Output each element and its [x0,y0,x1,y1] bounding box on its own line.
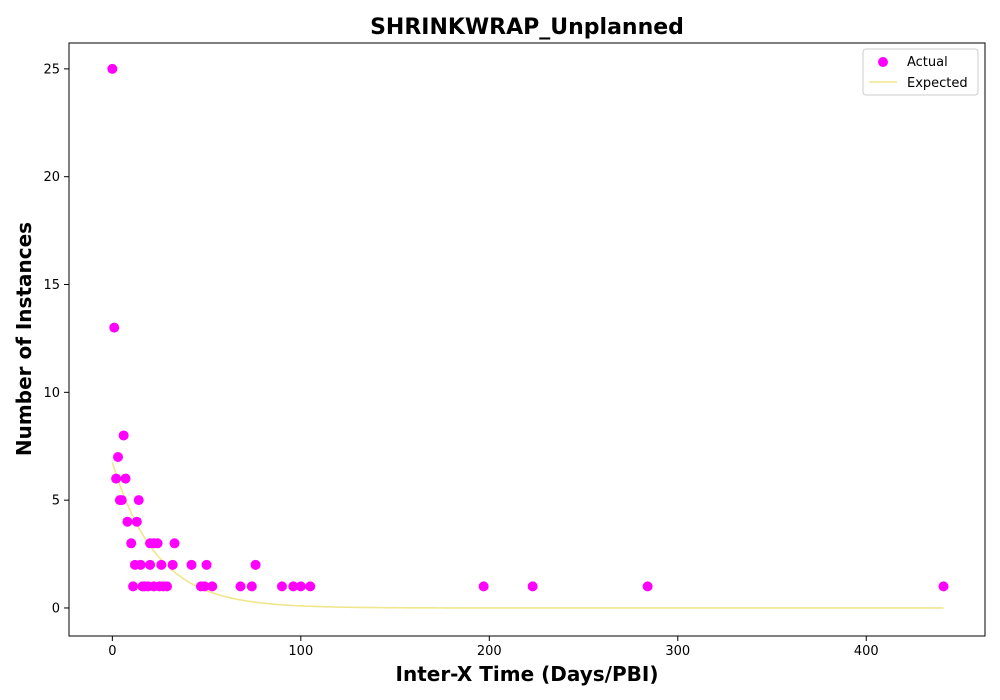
data-point [122,516,133,527]
legend-label-actual: Actual [907,55,948,70]
data-point [527,581,538,592]
data-point [120,473,131,484]
data-point [118,430,129,441]
y-tick-label: 5 [52,494,60,509]
y-tick-label: 25 [43,62,60,77]
data-point [113,452,123,463]
data-point [131,516,142,527]
data-point [186,559,197,570]
data-point [276,581,287,592]
y-axis-ticks: 0 5 10 15 20 25 [43,62,69,616]
plot-frame [68,42,986,637]
data-point [305,581,316,592]
data-point [642,581,653,592]
data-point [126,538,137,549]
x-tick-label: 100 [288,644,313,659]
data-point [116,495,127,506]
data-point [167,559,178,570]
legend-marker-actual [878,57,888,67]
legend-label-expected: Expected [907,76,968,91]
x-axis-ticks: 0 100 200 300 400 [108,636,879,659]
legend: Actual Expected [862,48,979,96]
y-tick-label: 15 [43,278,60,293]
x-axis-label: Inter-X Time (Days/PBI) [396,662,659,686]
data-point [478,581,489,592]
data-point [156,559,167,570]
data-point [152,538,163,549]
data-point [207,581,218,592]
expected-line [111,462,944,609]
data-point [107,63,118,74]
data-point [235,581,246,592]
x-tick-label: 400 [854,644,879,659]
data-point [135,559,146,570]
y-axis-label: Number of Instances [12,222,36,456]
y-tick-label: 0 [52,601,60,616]
data-point [128,581,139,592]
data-point [169,538,180,549]
x-tick-label: 0 [108,644,116,659]
data-point [133,495,144,506]
y-tick-label: 20 [43,170,60,185]
data-point [295,581,306,592]
data-point [250,559,261,570]
actual-series [107,63,949,592]
data-point [199,581,210,592]
data-point [288,581,299,592]
data-point [111,473,122,484]
data-point [109,322,120,333]
y-tick-label: 10 [43,386,60,401]
data-point [162,581,173,592]
x-tick-label: 300 [665,644,690,659]
x-tick-label: 200 [477,644,502,659]
legend-box [862,48,979,96]
expected-series [111,462,944,609]
data-point [938,581,949,592]
data-point [145,559,156,570]
data-point [201,559,212,570]
chart-title: SHRINKWRAP_Unplanned [370,15,684,40]
data-point [246,581,257,592]
